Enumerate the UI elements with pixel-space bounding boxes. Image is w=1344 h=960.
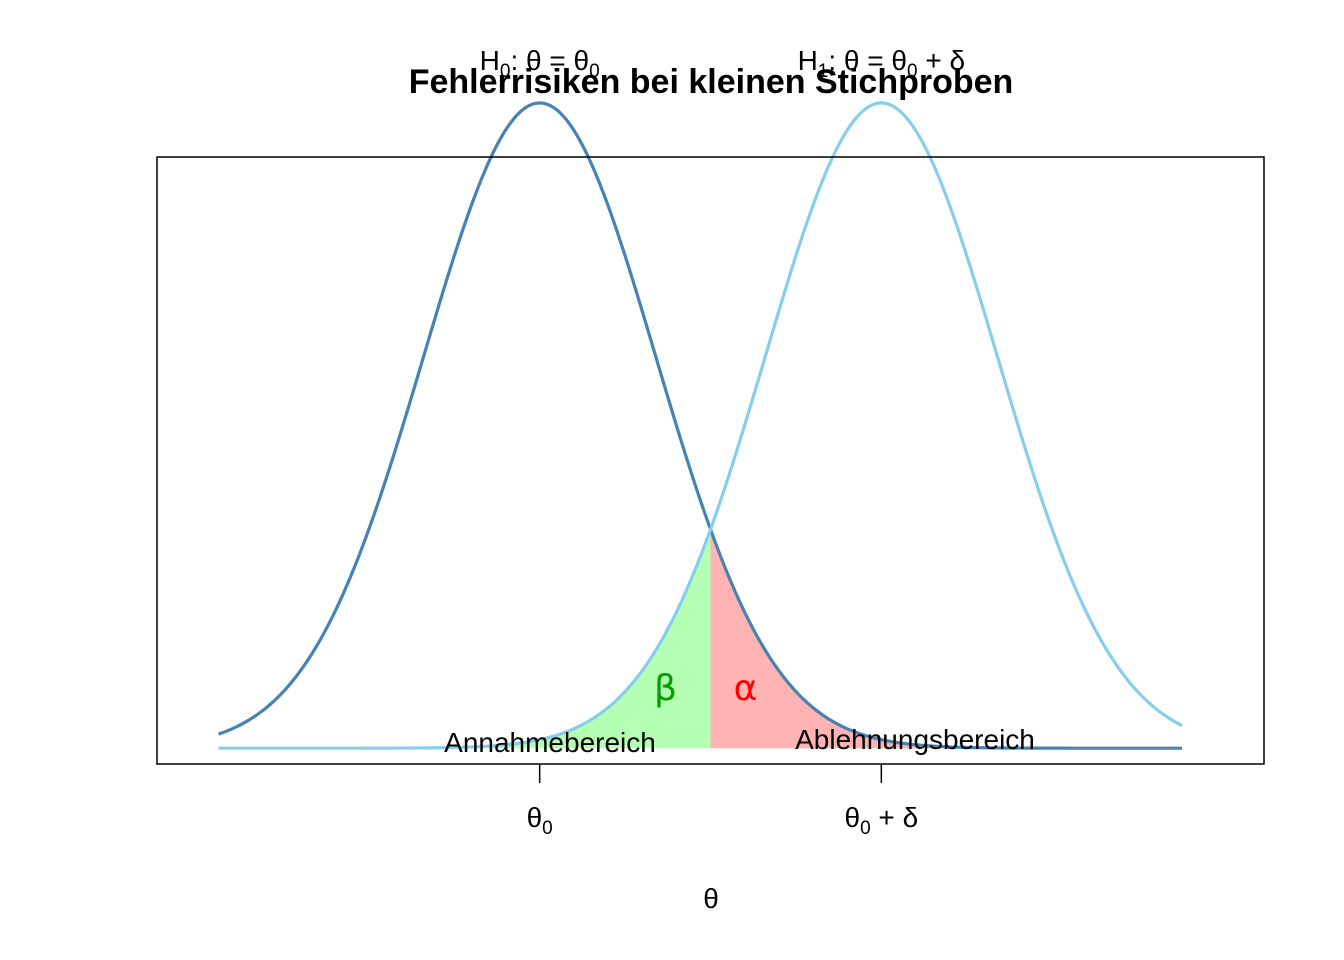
x-axis-label: θ [703, 883, 719, 914]
density-curves [217, 101, 1183, 750]
x-tick-label-0: θ0 [527, 802, 553, 839]
shaded-areas [218, 529, 1182, 749]
area-alpha [710, 529, 1182, 749]
curve-h1 [218, 101, 1183, 750]
hypothesis-labels: H0: θ = θ0 H1: θ = θ0 + δ [480, 45, 965, 82]
x-axis: θ0 θ0 + δ [527, 764, 919, 839]
area-beta [218, 529, 711, 749]
x-tick-label-1: θ0 + δ [845, 802, 919, 839]
label-h0: H0: θ = θ0 [480, 45, 600, 82]
acceptance-region-label: Annahmebereich [444, 727, 656, 758]
label-h1: H1: θ = θ0 + δ [798, 45, 966, 82]
plot-frame [156, 156, 1265, 765]
curve-h0 [217, 101, 1182, 750]
chart-title: Fehlerrisiken bei kleinen Stichproben [409, 63, 1014, 101]
beta-label: β [654, 668, 677, 709]
alpha-label: α [734, 668, 758, 709]
rejection-region-label: Ablehnungsbereich [795, 724, 1035, 755]
